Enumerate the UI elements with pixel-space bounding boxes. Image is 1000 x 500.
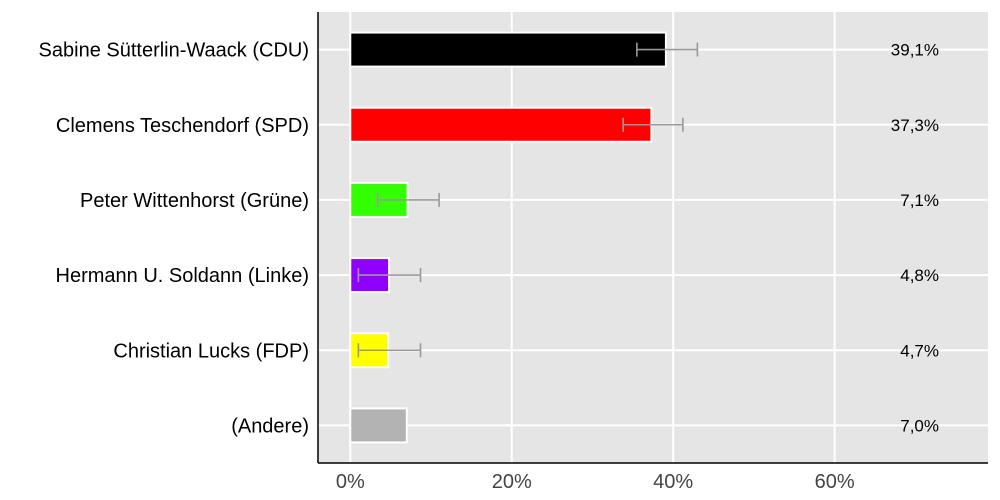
error-bar bbox=[357, 343, 422, 358]
error-bar bbox=[636, 42, 699, 57]
value-label: 4,7% bbox=[900, 341, 939, 360]
category-label: Peter Wittenhorst (Grüne) bbox=[80, 190, 309, 212]
value-label: 7,0% bbox=[900, 416, 939, 435]
bar bbox=[349, 407, 408, 444]
x-tick-label: 0% bbox=[336, 471, 365, 493]
x-tick-label: 40% bbox=[653, 471, 693, 493]
value-label: 37,3% bbox=[891, 116, 939, 135]
error-bar bbox=[622, 117, 684, 132]
x-tick-label: 20% bbox=[492, 471, 532, 493]
category-labels: Sabine Sütterlin-Waack (CDU) Clemens Tesc… bbox=[39, 40, 309, 438]
x-tick-labels: 0% 20% 40% 60% bbox=[336, 471, 855, 493]
x-tick-label: 60% bbox=[815, 471, 855, 493]
category-label: (Andere) bbox=[231, 415, 309, 437]
plot-background bbox=[318, 12, 988, 463]
value-label: 4,8% bbox=[900, 266, 939, 285]
bar bbox=[349, 31, 667, 68]
error-bar bbox=[357, 268, 422, 283]
value-labels: 39,1% 37,3% 7,1% 4,8% 4,7% 7,0% bbox=[891, 41, 939, 436]
category-label: Christian Lucks (FDP) bbox=[113, 340, 309, 362]
error-bar bbox=[376, 192, 440, 207]
category-label: Hermann U. Soldann (Linke) bbox=[56, 265, 309, 287]
category-label: Clemens Teschendorf (SPD) bbox=[56, 115, 309, 137]
bar bbox=[349, 106, 653, 143]
value-label: 39,1% bbox=[891, 41, 939, 60]
category-label: Sabine Sütterlin-Waack (CDU) bbox=[39, 40, 309, 62]
error-bars bbox=[357, 42, 699, 358]
value-label: 7,1% bbox=[900, 191, 939, 210]
